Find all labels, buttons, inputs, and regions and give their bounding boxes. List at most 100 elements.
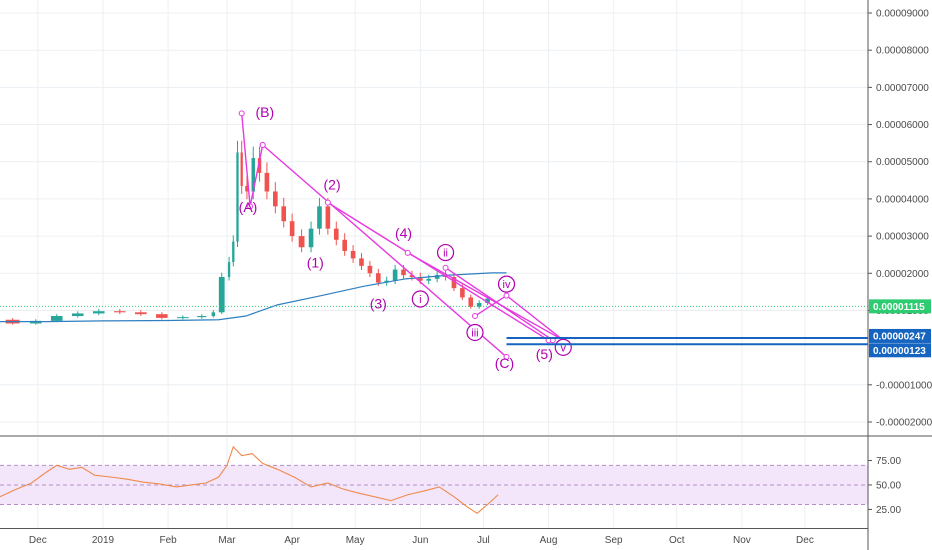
candle-body	[211, 312, 216, 317]
rsi-line	[0, 445, 499, 515]
wave-trendline	[407, 252, 564, 341]
rsi-tick-label: 75.00	[876, 456, 901, 467]
candle-body	[468, 297, 474, 307]
candle-body	[308, 228, 314, 248]
candle-body	[418, 276, 423, 281]
candle-body	[227, 262, 231, 277]
candle-body	[197, 316, 207, 318]
wave-label: (3)	[370, 296, 387, 312]
time-tick-label: May	[346, 535, 365, 546]
rsi-tick-label: 50.00	[876, 480, 901, 491]
wave-label: (4)	[395, 225, 412, 241]
price-tick-label: -0.00001000	[876, 380, 932, 391]
wave-pivot	[503, 292, 510, 299]
candle-body	[257, 158, 262, 173]
candle-body	[240, 152, 243, 186]
candle-body	[434, 275, 440, 279]
candle-body	[218, 276, 225, 313]
wave-label-circled: i	[419, 294, 421, 306]
candle-body	[367, 265, 373, 274]
candle-body	[485, 298, 490, 304]
wave-pivot	[259, 142, 266, 148]
wave-pivot	[324, 199, 331, 206]
candle-body	[156, 314, 168, 318]
candle-body	[317, 206, 322, 229]
wave-label: (1)	[307, 255, 324, 271]
candle-body	[264, 172, 270, 192]
wave-pivot	[442, 264, 449, 271]
wave-label-circled: ii	[443, 248, 448, 260]
price-tick-label: 0.00007000	[876, 83, 929, 94]
candle-body	[236, 152, 239, 242]
wave-label-circle	[411, 290, 429, 308]
wave-label-circle	[466, 323, 484, 342]
price-tick-label: 0.00009000	[876, 9, 929, 20]
time-tick-label: Jun	[412, 535, 428, 546]
wave-label: (B)	[255, 104, 274, 120]
wave-label: (2)	[324, 177, 341, 193]
time-tick-label: 2019	[92, 535, 115, 546]
wave-trendline	[445, 267, 554, 341]
price-badge-label: 0.00000123	[873, 346, 926, 357]
moving-average-line	[0, 272, 507, 323]
candle-body	[289, 221, 295, 237]
wave-label: (A)	[239, 199, 258, 215]
candle-body	[245, 185, 249, 192]
x-grid	[37, 0, 806, 528]
candle-body	[135, 312, 147, 315]
rsi-tick-label: 25.00	[876, 505, 901, 516]
time-tick-label: Jul	[477, 535, 490, 546]
candle-body	[273, 191, 278, 207]
price-grid	[0, 12, 868, 423]
candle-body	[325, 206, 331, 229]
wave-label: (C)	[495, 355, 514, 371]
candle-body	[114, 311, 126, 313]
price-markers: 0.00001115 0.00000247 0.00000123	[506, 299, 931, 358]
candle-body	[392, 269, 398, 281]
time-tick-label: Aug	[540, 535, 558, 546]
candle-body	[476, 303, 482, 307]
wave-pivot	[503, 353, 510, 360]
wave-label-circled: iv	[503, 279, 511, 291]
candle-body	[460, 288, 465, 298]
candle-body	[426, 278, 432, 281]
wave-label-circle	[436, 243, 455, 262]
candle-body	[281, 206, 287, 222]
price-badge	[869, 299, 931, 314]
wave-pivot	[471, 313, 478, 320]
time-tick-label: Apr	[284, 535, 300, 546]
candle-body	[251, 158, 255, 192]
candle-body	[50, 316, 63, 321]
price-tick-label: -0.00002000	[876, 417, 932, 428]
price-badge	[869, 343, 931, 358]
candle-body	[359, 258, 364, 266]
price-tick-label: 0.00006000	[876, 120, 929, 131]
wave-pivot	[247, 203, 254, 210]
time-tick-label: Nov	[733, 535, 751, 546]
price-badge	[869, 328, 931, 343]
candle-body	[409, 275, 415, 277]
time-tick-label: Dec	[29, 535, 47, 546]
price-tick-label: 0.00002000	[876, 269, 929, 280]
time-tick-label: Oct	[669, 535, 685, 546]
price-series	[0, 140, 868, 325]
wave-label-circled: iii	[471, 327, 478, 339]
candle-body	[232, 241, 235, 263]
candle-body	[375, 273, 381, 283]
wave-trendline	[327, 202, 549, 341]
wave-trendline	[262, 144, 507, 358]
oscillator-panel	[0, 445, 868, 515]
candle-body	[342, 239, 347, 251]
time-tick-label: Mar	[218, 535, 236, 546]
price-tick-label: 0.00004000	[876, 194, 929, 205]
candle-body	[71, 313, 84, 317]
price-tick-label: 0.00003000	[876, 232, 929, 243]
wave-label-circled: v	[561, 342, 567, 354]
candle-body	[401, 269, 406, 276]
price-tick-label: 0.00008000	[876, 46, 929, 57]
wave-pivot	[404, 249, 411, 256]
candle-body	[333, 228, 339, 240]
